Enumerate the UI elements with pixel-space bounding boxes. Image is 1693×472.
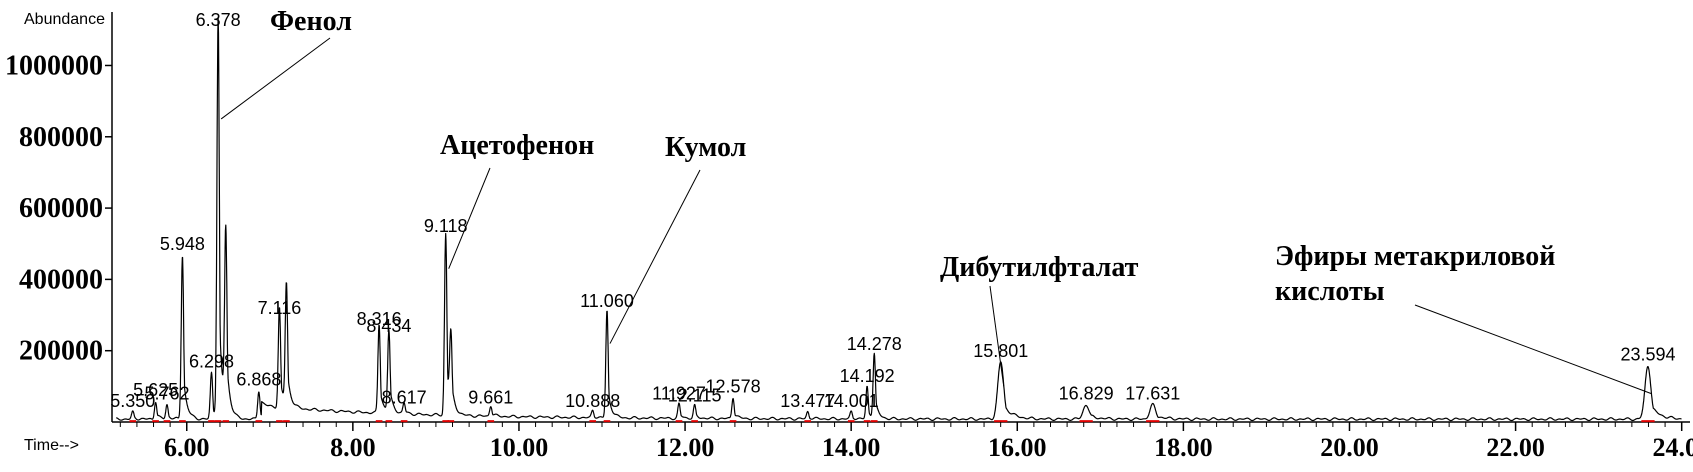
- x-tick-label: 22.00: [1486, 433, 1545, 462]
- y-axis-label: Abundance: [24, 11, 105, 28]
- compound-label: Дибутилфталат: [940, 252, 1139, 283]
- annotation-leader-line: [609, 169, 701, 344]
- peak-label: 23.594: [1620, 345, 1675, 365]
- peak-label: 10.888: [565, 391, 620, 411]
- y-ticks: 200000 400000 600000 800000 1000000: [5, 50, 112, 367]
- peak-label: 11.060: [580, 291, 634, 311]
- x-ticks: 6.00 8.00 10.00 12.00 14.00 16.00 18.00 20.00 22…: [164, 422, 1693, 462]
- x-tick-label: 24.00: [1652, 433, 1693, 462]
- peak-label: 17.631: [1125, 384, 1180, 404]
- peak-label: 6.298: [189, 352, 234, 372]
- y-tick-label: 400000: [19, 264, 103, 295]
- compound-label-line2: кислоты: [1275, 276, 1385, 307]
- peak-label: 12.578: [706, 377, 761, 397]
- x-minor-ticks: [119, 422, 1666, 427]
- annotation-leader-line: [448, 167, 491, 269]
- y-tick-label: 1000000: [5, 50, 103, 81]
- peak-label: 9.118: [424, 216, 468, 236]
- peak-label: 6.868: [236, 369, 281, 389]
- x-axis-label: Time-->: [24, 437, 79, 454]
- peak-label: 13.477: [780, 391, 835, 411]
- peak-label: 5.948: [160, 234, 205, 254]
- y-tick-label: 600000: [19, 193, 103, 224]
- x-tick-label: 16.00: [988, 433, 1047, 462]
- x-tick-label: 18.00: [1154, 433, 1213, 462]
- peak-label: 11.927: [652, 384, 706, 404]
- x-tick-label: 14.00: [822, 433, 881, 462]
- x-tick-label: 12.00: [656, 433, 715, 462]
- peak-label: 8.434: [366, 316, 411, 336]
- compound-label: Фенол: [270, 6, 352, 37]
- peak-label: 14.278: [847, 334, 902, 354]
- compound-label: Эфиры метакриловой: [1275, 241, 1555, 272]
- peak-label: 5.350: [110, 391, 155, 411]
- annotation-leader-line: [220, 37, 331, 120]
- compound-label: Ацетофенон: [440, 130, 594, 161]
- compound-label: Кумол: [665, 132, 746, 163]
- x-tick-label: 8.00: [330, 433, 376, 462]
- x-tick-label: 10.00: [490, 433, 549, 462]
- peak-label: 9.661: [468, 387, 513, 407]
- y-tick-label: 800000: [19, 122, 103, 153]
- peak-label: 14.192: [840, 366, 895, 386]
- peak-label: 5.625: [133, 380, 178, 400]
- peak-label: 14.001: [824, 391, 879, 411]
- peak-label: 16.829: [1059, 384, 1114, 404]
- peak-label: 7.116: [258, 298, 302, 318]
- chromatogram-trace: [115, 16, 1682, 422]
- x-tick-label: 20.00: [1320, 433, 1379, 462]
- y-tick-label: 200000: [19, 336, 103, 367]
- peak-label: 8.316: [357, 309, 402, 329]
- x-tick-label: 6.00: [164, 433, 210, 462]
- annotation-leader-line: [989, 285, 1005, 387]
- peak-label: 8.617: [382, 387, 427, 407]
- compound-annotations: Фенол Ацетофенон Кумол Дибутилфталат Эфиры м…: [220, 6, 1652, 394]
- peak-label: 6.378: [196, 10, 241, 30]
- peak-label: 15.801: [973, 341, 1028, 361]
- peak-label: 5.762: [144, 384, 189, 404]
- annotation-leader-line: [1414, 304, 1652, 394]
- peak-label: 12.115: [668, 386, 722, 406]
